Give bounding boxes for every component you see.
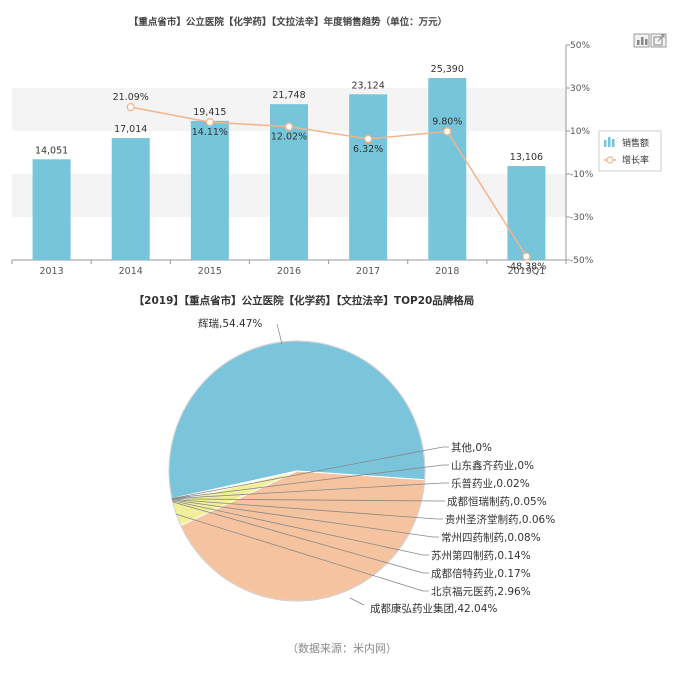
- y-right-tick-label: -30%: [570, 213, 594, 223]
- growth-line-series: [126, 103, 531, 261]
- x-tick-label: 2018: [435, 266, 459, 277]
- source-note: （数据来源：米内网）: [287, 641, 397, 655]
- growth-rate-label: -48.38%: [507, 262, 547, 273]
- pie-leader-line: [171, 482, 449, 500]
- x-tick-label: 2016: [277, 266, 301, 277]
- pie-leader-line: [276, 323, 283, 345]
- pie-slices: [168, 340, 426, 602]
- growth-rate-label: 21.09%: [113, 92, 149, 103]
- pie-leader-line: [171, 446, 449, 499]
- pie-label: 成都康弘药业集团,42.04%: [370, 602, 497, 615]
- export-icon[interactable]: [650, 33, 667, 48]
- pie-leader-line: [171, 498, 445, 502]
- bar[interactable]: [32, 159, 71, 260]
- pie-label: 乐普药业,0.02%: [451, 477, 530, 490]
- pie-leader-line: [172, 501, 429, 574]
- pie-label: 其他,0%: [451, 441, 492, 454]
- pie-leader-line: [176, 513, 429, 592]
- pie-chart-title: 【2019】【重点省市】公立医院【化学药】【文拉法辛】TOP20品牌格局: [134, 294, 475, 307]
- growth-point[interactable]: [284, 122, 294, 131]
- pie-label: 常州四药制药,0.08%: [441, 531, 541, 544]
- pie-label: 辉瑞,54.47%: [198, 317, 262, 330]
- y-right-tick-label: 50%: [570, 41, 590, 51]
- growth-rate-label: 9.80%: [432, 116, 462, 127]
- trend-chart-title: 【重点省市】公立医院【化学药】【文拉法辛】年度销售趋势（单位：万元）: [129, 16, 447, 28]
- bar[interactable]: [507, 166, 546, 260]
- bar[interactable]: [428, 78, 467, 260]
- pie-leader-line: [172, 499, 439, 538]
- trend-chart: 【重点省市】公立医院【化学药】【文拉法辛】年度销售趋势（单位：万元） 14,05…: [11, 16, 667, 277]
- y-right-tick-label: 30%: [570, 84, 590, 94]
- pie-leader-line: [171, 464, 449, 499]
- bar[interactable]: [111, 138, 150, 260]
- bar-value-label: 23,124: [352, 80, 385, 91]
- bar-chart-icon[interactable]: [633, 33, 650, 48]
- pie-leader-line: [172, 500, 429, 556]
- legend-line-icon: [604, 156, 616, 164]
- legend-bar-icon: [604, 137, 615, 147]
- pie-label: 山东鑫齐药业,0%: [451, 459, 534, 472]
- growth-line: [130, 106, 528, 257]
- x-tick-label: 2019Q1: [508, 266, 546, 277]
- bar-value-label: 17,014: [114, 124, 147, 135]
- growth-point[interactable]: [443, 127, 452, 136]
- bar-value-labels: 14,051 17,014 19,415 21,748 23,124 25,390 13,1…: [35, 64, 543, 163]
- growth-rate-labels: 21.09% 14.11% 12.02% 6.32% 9.80% -48.38%: [113, 92, 547, 272]
- bar[interactable]: [349, 94, 388, 260]
- y-right-tick-label: -10%: [570, 170, 594, 180]
- bar-value-label: 25,390: [431, 64, 464, 75]
- brand-pie-chart: 【2019】【重点省市】公立医院【化学药】【文拉法辛】TOP20品牌格局 辉瑞,…: [134, 294, 556, 615]
- growth-rate-label: 14.11%: [192, 127, 228, 138]
- growth-point[interactable]: [522, 252, 531, 261]
- pie-labels: 辉瑞,54.47% 成都康弘药业集团,42.04% 北京福元医药,2.96% 成都倍特…: [171, 317, 555, 615]
- legend-growth-label[interactable]: 增长率: [622, 154, 649, 166]
- legend: 销售额 增长率: [598, 130, 662, 172]
- x-tick-label: 2013: [39, 266, 63, 277]
- x-tick-label: 2014: [119, 266, 143, 277]
- y-right-tick-label: -50%: [570, 256, 594, 266]
- growth-rate-label: 12.02%: [271, 132, 307, 143]
- legend-sales-label[interactable]: 销售额: [622, 137, 649, 149]
- x-axis-tick-labels: 2013 2014 2015 2016 2017 2018 2019Q1: [39, 266, 545, 277]
- y-right-tick-label: 10%: [570, 127, 590, 137]
- pie-label: 贵州圣济堂制药,0.06%: [445, 513, 555, 526]
- bar-value-label: 19,415: [193, 107, 226, 118]
- bar-series: [32, 78, 546, 261]
- growth-point[interactable]: [205, 118, 215, 127]
- pie-label: 成都倍特药业,0.17%: [431, 567, 531, 580]
- pie-leader-line: [172, 498, 443, 520]
- x-tick-label: 2017: [356, 266, 380, 277]
- pie-label: 苏州第四制药,0.14%: [431, 549, 531, 562]
- pie-label: 北京福元医药,2.96%: [431, 585, 531, 598]
- bar-value-label: 21,748: [272, 90, 305, 101]
- pie-label: 成都恒瑞制药,0.05%: [447, 495, 547, 508]
- x-tick-label: 2015: [198, 266, 222, 277]
- bar-value-label: 14,051: [35, 145, 68, 156]
- bar[interactable]: [190, 120, 229, 261]
- growth-rate-label: 6.32%: [353, 144, 383, 155]
- growth-point[interactable]: [363, 134, 373, 144]
- growth-point[interactable]: [126, 103, 135, 112]
- bar-value-label: 13,106: [510, 152, 543, 163]
- pie-leader-line: [349, 597, 365, 606]
- y-right-tick-labels: 50% 30% 10% -10% -30% -50%: [570, 41, 594, 266]
- pie-outline: [168, 340, 426, 602]
